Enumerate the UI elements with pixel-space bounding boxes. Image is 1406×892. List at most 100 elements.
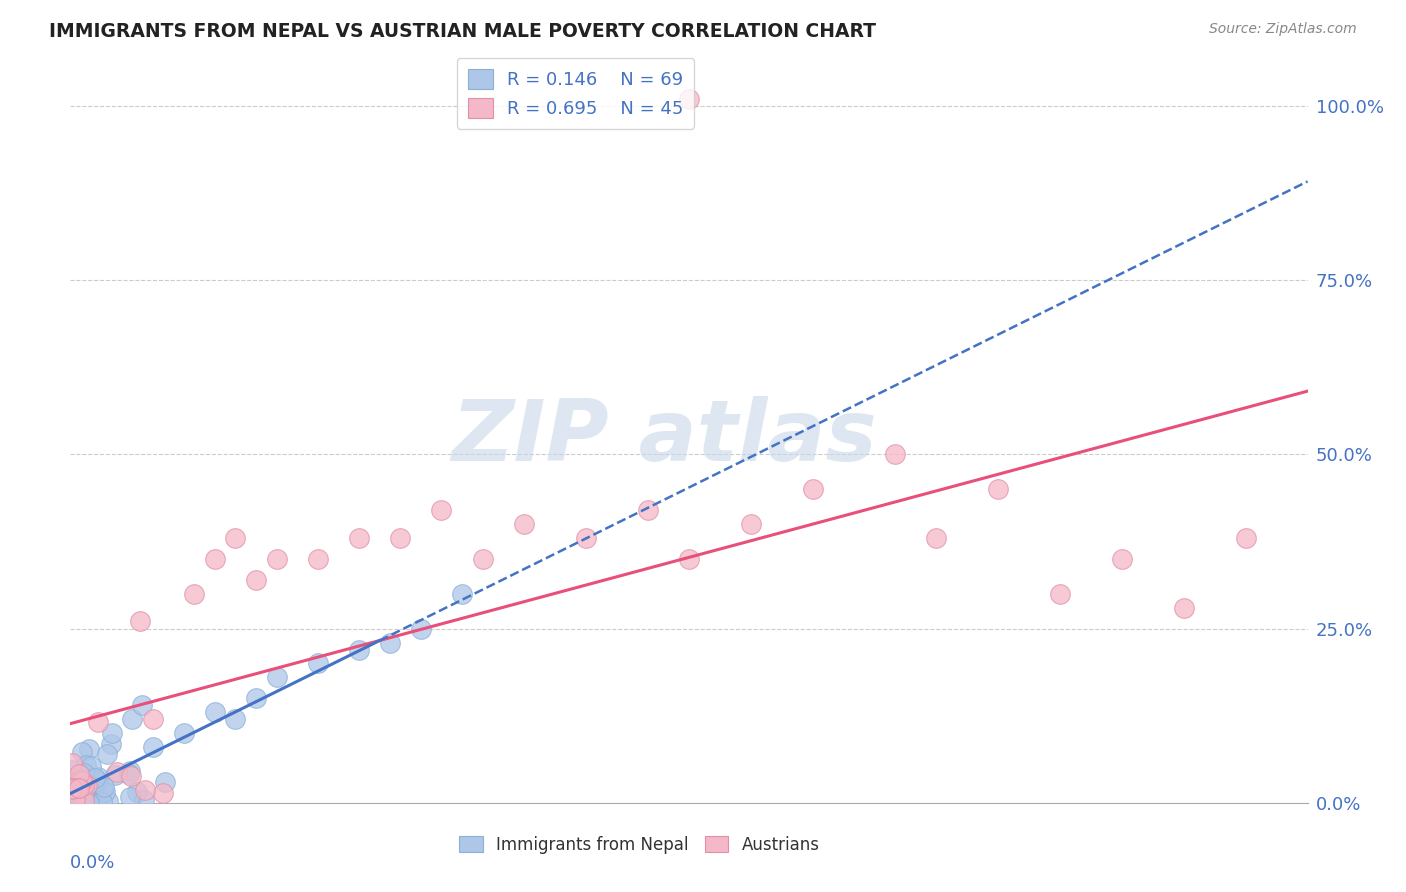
Point bbox=[430, 503, 453, 517]
Point bbox=[104, 768, 127, 782]
Point bbox=[121, 712, 143, 726]
Point bbox=[66, 782, 89, 797]
Point bbox=[266, 552, 288, 566]
Point bbox=[245, 573, 267, 587]
Point bbox=[100, 738, 122, 752]
Point bbox=[76, 785, 98, 799]
Point bbox=[63, 791, 86, 805]
Point bbox=[204, 552, 226, 566]
Point bbox=[70, 774, 93, 789]
Legend: Immigrants from Nepal, Austrians: Immigrants from Nepal, Austrians bbox=[453, 829, 827, 860]
Point bbox=[173, 726, 195, 740]
Point bbox=[118, 766, 141, 780]
Point bbox=[76, 780, 98, 794]
Point bbox=[70, 770, 93, 784]
Point bbox=[884, 448, 907, 462]
Text: 0.0%: 0.0% bbox=[70, 854, 115, 872]
Point bbox=[77, 787, 100, 801]
Point bbox=[1111, 552, 1133, 566]
Point bbox=[678, 552, 700, 566]
Point bbox=[152, 786, 174, 800]
Point bbox=[513, 517, 536, 532]
Point bbox=[79, 741, 101, 756]
Point bbox=[72, 788, 94, 802]
Point bbox=[90, 795, 112, 809]
Point bbox=[60, 756, 83, 770]
Point bbox=[60, 781, 83, 796]
Point bbox=[97, 794, 120, 808]
Point bbox=[87, 714, 110, 729]
Point bbox=[60, 763, 83, 777]
Point bbox=[67, 781, 90, 796]
Point bbox=[96, 747, 118, 761]
Point bbox=[118, 764, 141, 778]
Point bbox=[75, 784, 97, 798]
Point bbox=[67, 785, 90, 799]
Point bbox=[575, 531, 598, 545]
Point bbox=[307, 552, 329, 566]
Point bbox=[73, 792, 96, 806]
Point bbox=[70, 793, 93, 807]
Point bbox=[65, 786, 87, 800]
Point bbox=[637, 503, 659, 517]
Point bbox=[471, 552, 494, 566]
Point bbox=[73, 774, 96, 789]
Point bbox=[224, 712, 246, 726]
Point bbox=[142, 740, 165, 755]
Point bbox=[66, 780, 89, 795]
Point bbox=[1049, 587, 1071, 601]
Point bbox=[1173, 600, 1195, 615]
Point bbox=[73, 778, 96, 792]
Point bbox=[134, 793, 156, 807]
Point bbox=[82, 784, 104, 798]
Point bbox=[224, 531, 246, 545]
Point bbox=[70, 776, 93, 790]
Point bbox=[86, 770, 108, 784]
Point bbox=[80, 759, 103, 773]
Point bbox=[72, 786, 94, 800]
Point bbox=[69, 795, 91, 809]
Point bbox=[73, 765, 96, 780]
Point bbox=[347, 642, 370, 657]
Point bbox=[75, 789, 97, 804]
Point bbox=[93, 780, 115, 794]
Point bbox=[378, 635, 401, 649]
Point bbox=[70, 774, 93, 789]
Point bbox=[204, 705, 226, 719]
Point bbox=[120, 769, 142, 783]
Point bbox=[740, 517, 762, 532]
Point bbox=[84, 771, 107, 785]
Point bbox=[79, 789, 101, 803]
Text: ZIP atlas: ZIP atlas bbox=[451, 395, 877, 479]
Point bbox=[66, 789, 89, 803]
Point bbox=[245, 691, 267, 706]
Point bbox=[86, 773, 108, 788]
Point bbox=[153, 775, 176, 789]
Point bbox=[67, 767, 90, 781]
Point bbox=[75, 768, 97, 782]
Point bbox=[1234, 531, 1257, 545]
Point bbox=[134, 783, 156, 797]
Point bbox=[389, 531, 412, 545]
Point bbox=[75, 777, 97, 791]
Point bbox=[65, 793, 87, 807]
Point bbox=[60, 782, 83, 797]
Point bbox=[307, 657, 329, 671]
Point bbox=[183, 587, 205, 601]
Point bbox=[60, 795, 83, 809]
Point bbox=[678, 92, 700, 106]
Point bbox=[801, 483, 824, 497]
Point bbox=[125, 785, 148, 799]
Point bbox=[266, 670, 288, 684]
Point bbox=[91, 782, 114, 797]
Point bbox=[72, 776, 94, 790]
Point bbox=[76, 778, 98, 792]
Point bbox=[118, 789, 141, 804]
Point bbox=[60, 796, 83, 810]
Point bbox=[73, 773, 96, 788]
Point bbox=[63, 792, 86, 806]
Point bbox=[77, 796, 100, 810]
Text: Source: ZipAtlas.com: Source: ZipAtlas.com bbox=[1209, 22, 1357, 37]
Point bbox=[70, 768, 93, 782]
Point bbox=[347, 531, 370, 545]
